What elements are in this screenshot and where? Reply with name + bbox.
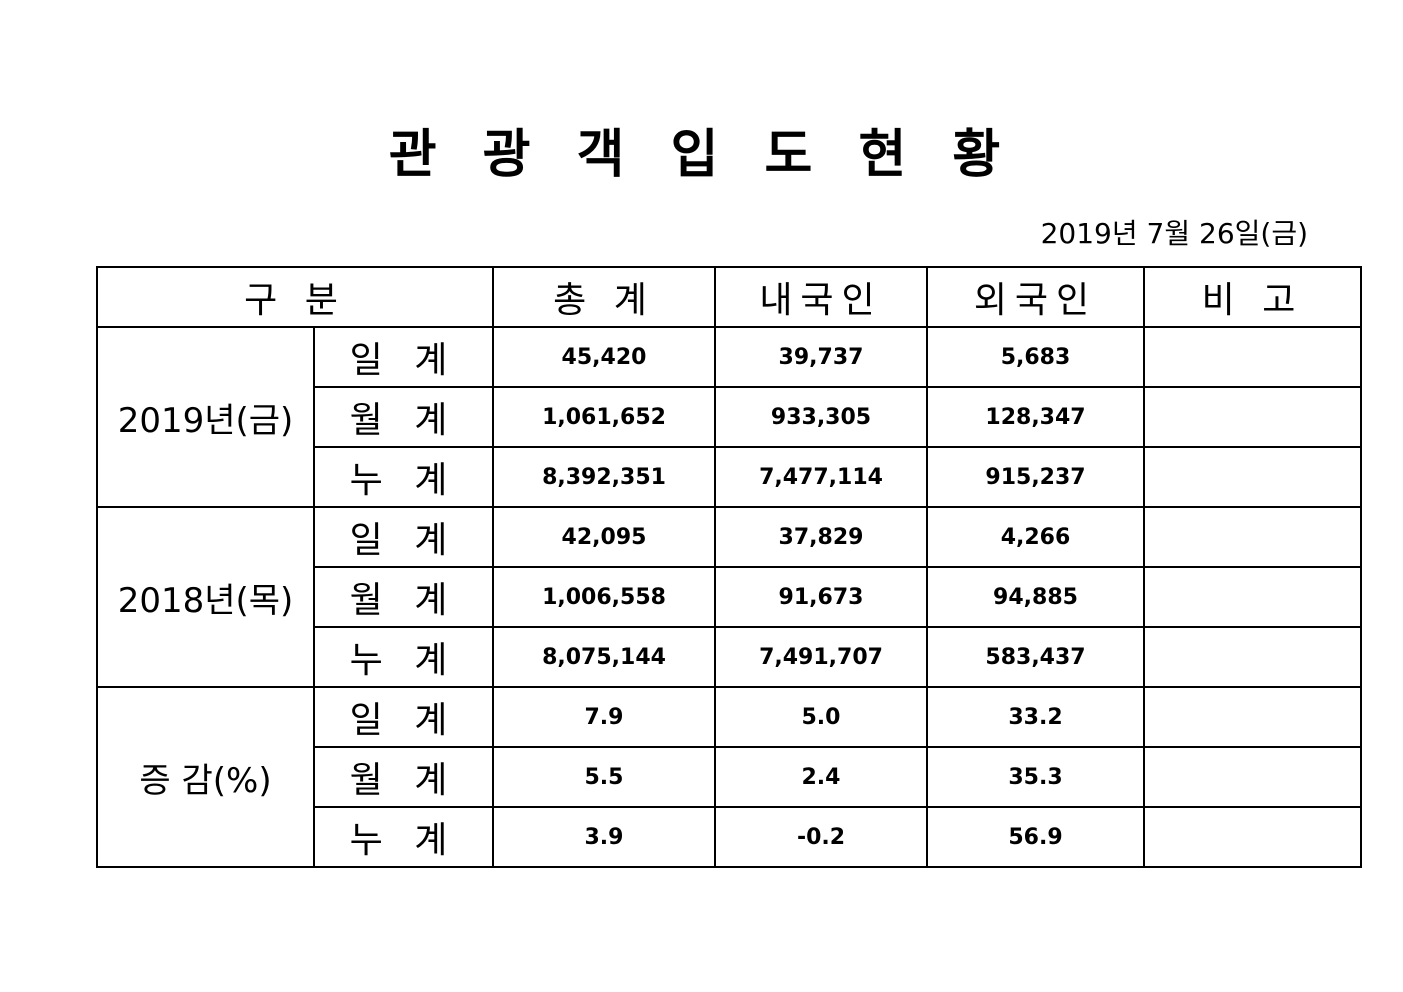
val-cell: 39,737	[714, 326, 928, 388]
grp-cell: 증 감(%)	[96, 686, 315, 868]
title: 관 광 객 입 도 현 황	[388, 125, 1015, 185]
sub-cell: 월 계	[313, 386, 494, 448]
empty-cell	[1143, 506, 1362, 568]
sub-cell: 누 계	[313, 806, 494, 868]
val-cell: 33.2	[926, 686, 1145, 748]
table-row: 누 계 8,392,351 7,477,114 915,237	[97, 446, 1362, 508]
grp-cell: 2018년(목)	[96, 506, 315, 688]
table-row: 증 감(%) 일 계 7.9 5.0 33.2	[96, 686, 1362, 868]
sub-cell: 누 계	[313, 626, 494, 688]
table-row: 누 계 8,075,144 7,491,707 583,437	[97, 626, 1362, 688]
val-cell: 1,061,652	[492, 386, 716, 448]
val-cell: 4,266	[926, 506, 1145, 568]
empty-cell	[1143, 446, 1362, 508]
sub-cell: 일 계	[313, 326, 494, 388]
val-cell: 5,683	[926, 326, 1145, 388]
val-cell: 37,829	[714, 506, 928, 568]
val-cell: 8,075,144	[492, 626, 716, 688]
table-row: 2019년(금) 일 계 45,420 39,737 5,683	[96, 326, 1362, 508]
table-row: 월 계 1,006,558 91,673 94,885	[97, 566, 1362, 628]
hdr-cell: 내국인	[714, 266, 928, 328]
table-row: 누 계 3.9 -0.2 56.9	[97, 806, 1362, 868]
hdr-cell: 비 고	[1143, 266, 1362, 328]
val-cell: 56.9	[926, 806, 1145, 868]
sub-cell: 누 계	[313, 446, 494, 508]
val-cell: 7.9	[492, 686, 716, 748]
val-cell: 7,491,707	[714, 626, 928, 688]
val-cell: 933,305	[714, 386, 928, 448]
val-cell: -0.2	[714, 806, 928, 868]
hdr-cell: 구 분	[96, 266, 494, 328]
val-cell: 128,347	[926, 386, 1145, 448]
empty-cell	[1143, 386, 1362, 448]
sub-cell: 일 계	[313, 506, 494, 568]
val-cell: 2.4	[714, 746, 928, 808]
empty-cell	[1143, 566, 1362, 628]
hdr-cell: 외국인	[926, 266, 1145, 328]
empty-cell	[1143, 746, 1362, 808]
val-cell: 915,237	[926, 446, 1145, 508]
date: 2019년 7월 26일(금)	[1040, 217, 1308, 250]
val-cell: 5.0	[714, 686, 928, 748]
val-cell: 583,437	[926, 626, 1145, 688]
val-cell: 5.5	[492, 746, 716, 808]
val-cell: 35.3	[926, 746, 1145, 808]
val-cell: 91,673	[714, 566, 928, 628]
table-row: 2018년(목) 일 계 42,095 37,829 4,266	[96, 506, 1362, 688]
table-row: 월 계 5.5 2.4 35.3	[97, 746, 1362, 808]
sub-cell: 월 계	[313, 746, 494, 808]
val-cell: 42,095	[492, 506, 716, 568]
empty-cell	[1143, 806, 1362, 868]
val-cell: 8,392,351	[492, 446, 716, 508]
val-cell: 1,006,558	[492, 566, 716, 628]
empty-cell	[1143, 626, 1362, 688]
val-cell: 3.9	[492, 806, 716, 868]
grp-cell: 2019년(금)	[96, 326, 315, 508]
sub-cell: 일 계	[313, 686, 494, 748]
table-row: 월 계 1,061,652 933,305 128,347	[97, 386, 1362, 448]
hdr-cell: 총 계	[492, 266, 716, 328]
sub-cell: 월 계	[313, 566, 494, 628]
empty-cell	[1143, 686, 1362, 748]
val-cell: 94,885	[926, 566, 1145, 628]
val-cell: 45,420	[492, 326, 716, 388]
empty-cell	[1143, 326, 1362, 388]
val-cell: 7,477,114	[714, 446, 928, 508]
